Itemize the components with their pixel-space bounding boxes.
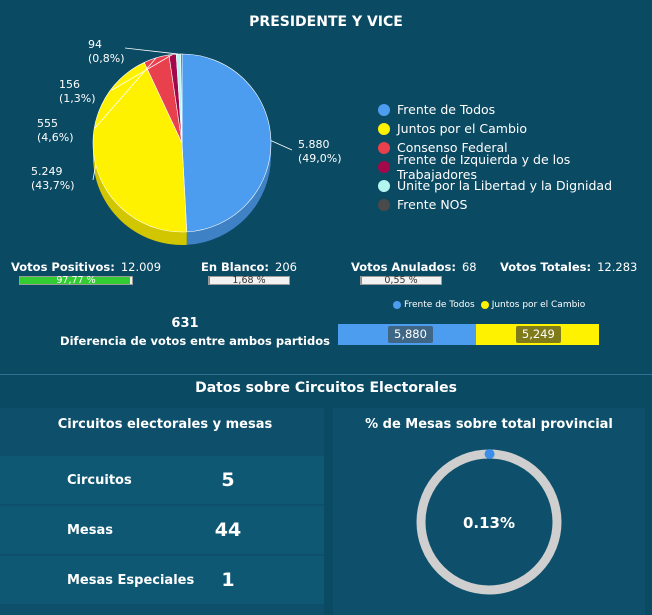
- table-row: Circuitos 5: [0, 456, 324, 504]
- pie-leader-line: [94, 57, 157, 129]
- pie-slice-side: [186, 143, 271, 245]
- stacked-legend-swatch: [480, 301, 489, 309]
- legend-item: Unite por la Libertad y la Dignidad: [378, 176, 652, 195]
- en-blanco-value: 206: [275, 260, 297, 274]
- stacked-legend-item: Frente de Todos: [393, 300, 475, 310]
- legend-swatch: [378, 141, 390, 154]
- circuitos-panel-title: Circuitos electorales y mesas: [57, 417, 273, 432]
- votos-positivos-label: Votos Positivos:: [11, 260, 115, 274]
- diferencia-value: 631: [171, 316, 199, 331]
- votos-anulados-label: Votos Anulados:: [351, 260, 456, 274]
- votos-anulados-stat: Votos Anulados: 68: [351, 260, 477, 274]
- circuitos-panel: Circuitos electorales y mesas Circuitos …: [0, 408, 324, 615]
- pie-slice: [92, 62, 188, 233]
- stacked-legend-label: Juntos por el Cambio: [491, 300, 586, 310]
- legend-label: Frente de Izquierda y de los Trabajadore…: [397, 151, 571, 182]
- pie-slice-side: [93, 143, 187, 245]
- votos-positivos-bar: 97,77 %: [19, 275, 133, 286]
- votos-positivos-value: 12.009: [120, 260, 162, 274]
- row-value: 5: [221, 469, 235, 491]
- stacked-legend-swatch: [393, 301, 401, 309]
- stacked-bar-label: 5,249: [515, 326, 561, 343]
- pie-value-label: 5.249: [31, 165, 63, 178]
- votos-anulados-percent: 0,55 %: [384, 275, 418, 286]
- pie-leader-line: [92, 164, 97, 181]
- legend-label: Juntos por el Cambio: [397, 121, 528, 136]
- row-value: 1: [221, 569, 235, 591]
- row-value: 44: [214, 519, 242, 541]
- en-blanco-stat: En Blanco: 206: [201, 260, 297, 274]
- gauge-center-label: 0.13%: [463, 514, 515, 532]
- pie-value-label: 5.880: [298, 138, 330, 151]
- stacked-legend-label: Frente de Todos: [404, 300, 475, 310]
- pie-percent-label: (49,0%): [298, 152, 342, 165]
- pie-slice: [181, 53, 272, 233]
- diferencia-label: Diferencia de votos entre ambos partidos: [60, 334, 330, 348]
- mesas-gauge-title: % de Mesas sobre total provincial: [365, 417, 613, 432]
- row-label: Circuitos: [67, 472, 132, 488]
- legend-swatch: [378, 103, 390, 116]
- votos-totales-value: 12.283: [597, 260, 638, 274]
- mesas-gauge-panel: % de Mesas sobre total provincial: [333, 408, 645, 615]
- pie-value-label: 555: [37, 117, 58, 130]
- pie-leader-line: [111, 54, 173, 91]
- mesas-donut-gauge: 0.13%: [416, 449, 562, 595]
- legend-label: Frente de Todos: [397, 102, 496, 117]
- pie-percent-label: (1,3%): [59, 92, 96, 105]
- pie-slice: [180, 53, 183, 144]
- legend-label: Unite por la Libertad y la Dignidad: [397, 178, 613, 193]
- stacked-bar-segment: 5,880: [338, 324, 476, 345]
- gauge-value-marker: [484, 449, 495, 460]
- circuitos-section-title: Datos sobre Circuitos Electorales: [195, 380, 457, 396]
- legend-item: Frente de Izquierda y de los Trabajadore…: [378, 152, 652, 182]
- legend-item: Juntos por el Cambio: [378, 119, 652, 138]
- stacked-legend-item: Juntos por el Cambio: [480, 300, 586, 310]
- legend-label: Frente NOS: [397, 197, 468, 212]
- stacked-bar-chart: 5,880 5,249: [338, 324, 599, 345]
- pie-percent-label: (0,8%): [88, 52, 125, 65]
- votos-positivos-stat: Votos Positivos: 12.009: [11, 260, 161, 274]
- president-pie-chart: 5.880(49,0%) 5.249(43,7%) 555(4,6%) 156(1,3…: [31, 38, 342, 245]
- en-blanco-bar: 1,68 %: [208, 275, 290, 286]
- legend-item: Frente NOS: [378, 195, 652, 214]
- legend-item: Consenso Federal: [378, 138, 652, 157]
- votos-totales-stat: Votos Totales: 12.283: [500, 260, 637, 274]
- stacked-bar-label: 5,880: [388, 326, 433, 343]
- legend-swatch: [378, 179, 390, 192]
- pie-leader-line: [270, 140, 293, 151]
- votos-totales-label: Votos Totales:: [500, 260, 592, 274]
- stacked-bar-segment: 5,249: [475, 324, 599, 345]
- legend-item: Frente de Todos: [378, 100, 652, 119]
- chart-title: PRESIDENTE Y VICE: [249, 14, 403, 30]
- pie-percent-label: (43,7%): [31, 179, 75, 192]
- stacked-bar-legend: Frente de Todos Juntos por el Cambio: [393, 300, 591, 310]
- pie-leader-line: [124, 47, 179, 55]
- pie-percent-label: (4,6%): [37, 131, 74, 144]
- pie-value-label: 156: [59, 78, 80, 91]
- row-label: Mesas Especiales: [67, 572, 195, 588]
- votos-positivos-percent: 97,77 %: [56, 275, 96, 286]
- legend-swatch: [378, 160, 390, 173]
- en-blanco-label: En Blanco:: [201, 260, 270, 274]
- pie-legend: Frente de Todos Juntos por el Cambio Conse…: [378, 100, 652, 214]
- en-blanco-percent: 1,68 %: [232, 275, 266, 286]
- votos-anulados-value: 68: [461, 260, 477, 274]
- row-label: Mesas: [67, 522, 114, 538]
- legend-swatch: [378, 198, 390, 211]
- section-divider: [0, 374, 652, 375]
- legend-swatch: [378, 122, 390, 135]
- table-row: Mesas 44: [0, 506, 324, 554]
- table-row: Mesas Especiales 1: [0, 556, 324, 604]
- legend-label: Consenso Federal: [397, 140, 508, 155]
- votos-anulados-bar: 0,55 %: [360, 275, 442, 286]
- pie-value-label: 94: [88, 38, 102, 51]
